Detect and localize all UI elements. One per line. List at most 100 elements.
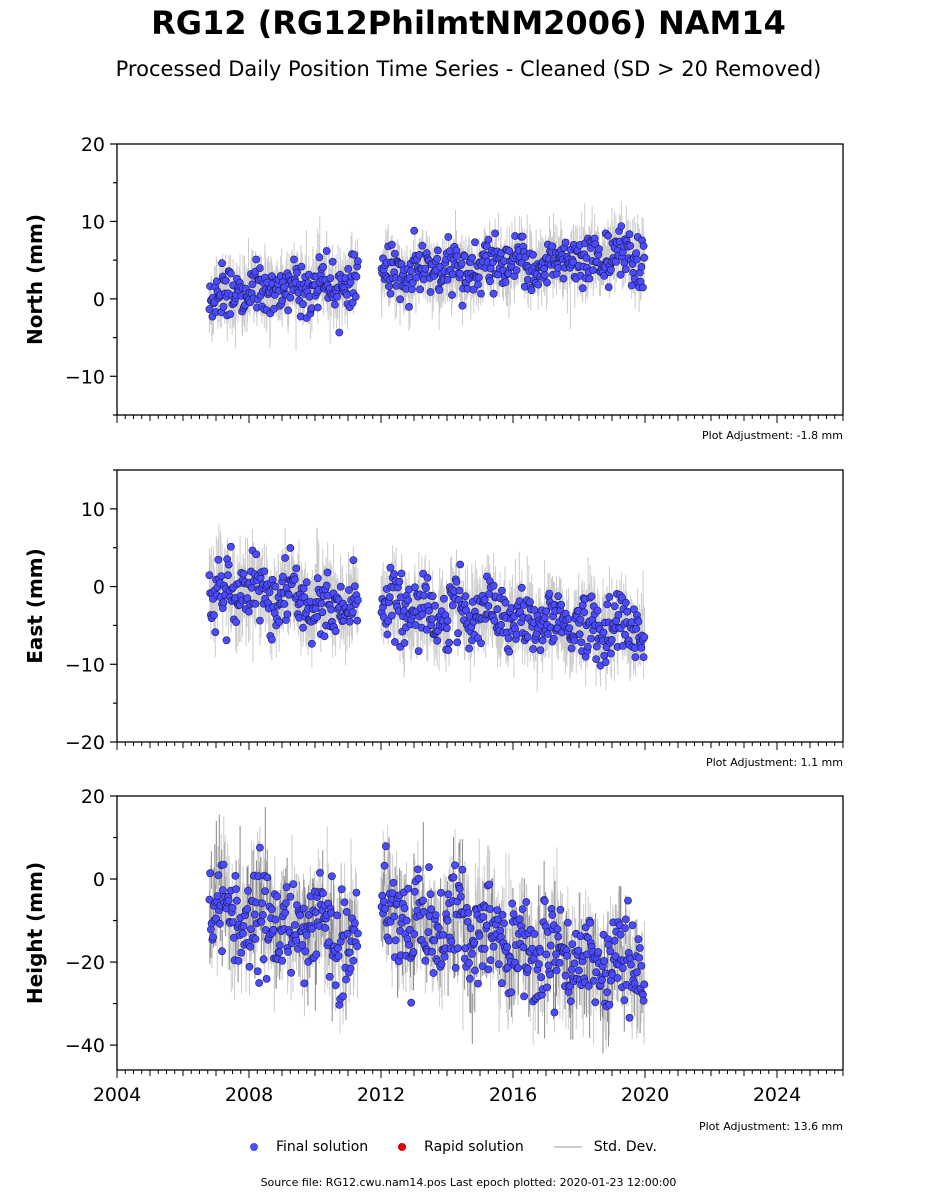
data-point xyxy=(224,571,232,579)
data-point xyxy=(463,918,472,926)
data-point xyxy=(503,943,511,951)
legend-rapid: Rapid solution xyxy=(398,1139,524,1155)
y-tick-label: −10 xyxy=(65,366,105,388)
data-point xyxy=(466,924,475,933)
data-point xyxy=(281,908,289,917)
data-point xyxy=(546,941,555,950)
legend-final-label: Final solution xyxy=(276,1139,369,1155)
data-point xyxy=(211,628,220,637)
data-point xyxy=(607,649,615,658)
data-point xyxy=(451,861,459,870)
data-point xyxy=(471,966,479,975)
data-point xyxy=(639,242,648,250)
data-point xyxy=(323,568,332,577)
data-point xyxy=(534,280,543,289)
data-point xyxy=(331,627,340,636)
data-point xyxy=(522,898,531,906)
x-tick-label: 2020 xyxy=(621,1084,669,1106)
data-point xyxy=(443,616,452,625)
data-point xyxy=(514,964,522,972)
data-point xyxy=(224,896,233,905)
data-point xyxy=(311,604,320,613)
data-point xyxy=(621,598,630,607)
data-point xyxy=(410,887,419,896)
data-point xyxy=(315,253,324,262)
data-point xyxy=(301,947,310,956)
data-point xyxy=(465,974,474,983)
data-point xyxy=(452,578,461,586)
data-point xyxy=(307,639,316,648)
data-point xyxy=(617,222,626,230)
data-point xyxy=(497,979,506,988)
data-point xyxy=(407,267,416,275)
y-tick-label: 20 xyxy=(81,134,105,156)
panel-0: 20 10 0 −10 North (mm) Plot Adjustment: -1.8 … xyxy=(23,134,844,442)
data-point xyxy=(353,616,362,625)
data-point xyxy=(592,655,600,663)
data-point xyxy=(344,264,353,273)
y-tick-label: −20 xyxy=(65,952,105,974)
data-point xyxy=(280,283,289,291)
data-point xyxy=(321,924,330,932)
data-point xyxy=(381,842,390,851)
data-point xyxy=(345,586,353,594)
data-point xyxy=(431,601,439,610)
data-point xyxy=(442,624,451,633)
data-point xyxy=(228,903,237,912)
chart-subtitle: Processed Daily Position Time Series - C… xyxy=(115,57,822,81)
data-point xyxy=(542,950,551,959)
data-point xyxy=(349,956,358,965)
data-point xyxy=(255,264,264,272)
data-point xyxy=(299,623,307,632)
x-tick-label: 2004 xyxy=(93,1084,141,1106)
data-point xyxy=(302,931,311,939)
data-point xyxy=(247,925,255,933)
data-point xyxy=(267,905,276,914)
legend-std-label: Std. Dev. xyxy=(593,1139,657,1155)
data-point xyxy=(494,960,503,969)
data-point xyxy=(465,644,473,653)
data-point xyxy=(342,908,351,916)
data-point xyxy=(618,593,626,602)
data-point xyxy=(589,266,597,274)
data-point xyxy=(215,919,224,928)
data-point xyxy=(232,885,240,893)
data-point xyxy=(545,589,554,598)
data-point xyxy=(595,245,603,253)
data-point xyxy=(316,868,324,877)
data-point xyxy=(402,916,411,925)
data-point xyxy=(443,275,452,284)
data-point xyxy=(390,570,398,579)
data-point xyxy=(384,617,393,625)
data-point xyxy=(290,255,298,264)
data-point xyxy=(299,584,308,593)
data-point xyxy=(518,905,527,913)
data-point xyxy=(604,283,613,291)
data-point xyxy=(313,613,321,621)
data-point xyxy=(251,600,260,608)
data-point xyxy=(549,634,558,643)
plot-adjustment-note: Plot Adjustment: 1.1 mm xyxy=(706,756,843,769)
data-point xyxy=(640,633,649,642)
data-point xyxy=(260,567,269,576)
data-point xyxy=(490,616,499,625)
data-point xyxy=(578,284,587,293)
data-point xyxy=(477,639,485,648)
plot-adjustment-note: Plot Adjustment: 13.6 mm xyxy=(699,1120,843,1133)
data-point xyxy=(269,925,278,934)
x-tick-label: 2016 xyxy=(489,1084,537,1106)
data-point xyxy=(206,869,214,878)
data-point xyxy=(353,942,362,951)
data-point xyxy=(298,941,307,949)
data-point xyxy=(614,611,623,619)
data-point xyxy=(436,888,445,897)
data-point xyxy=(493,605,502,614)
data-point xyxy=(300,979,309,988)
data-point xyxy=(501,598,510,607)
data-point xyxy=(616,930,625,939)
data-point xyxy=(419,908,428,916)
data-point xyxy=(261,887,269,895)
data-point xyxy=(624,896,632,905)
data-point xyxy=(561,971,570,980)
data-point xyxy=(527,286,536,295)
